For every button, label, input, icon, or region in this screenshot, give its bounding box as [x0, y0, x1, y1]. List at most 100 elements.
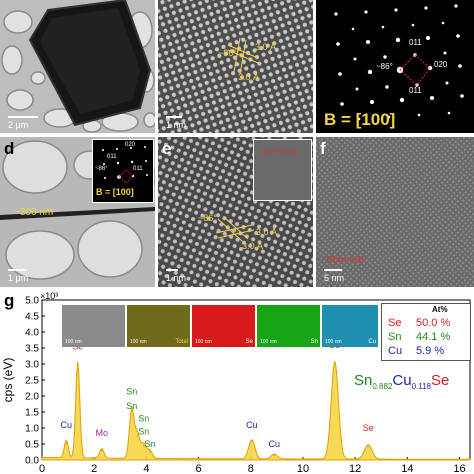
composition-cu-value: 5.9 % — [416, 345, 445, 357]
spectrum-peak — [367, 444, 370, 447]
map-tem-scale: 100 nm — [65, 339, 82, 345]
panel-b-d2: 3.0 Å — [238, 72, 260, 82]
y-tick-label: 0.0 — [25, 456, 39, 467]
panel-d-inset-diffraction — [102, 146, 148, 184]
panel-e-d2: 3.0 Å — [256, 227, 278, 237]
panel-e-label: e — [162, 139, 172, 158]
panel-b-angle: ~86° — [218, 48, 237, 58]
x-tick-label: 14 — [401, 463, 413, 474]
panel-a-micrograph — [0, 0, 155, 133]
x-tick-label: 2 — [91, 463, 97, 474]
y-axis-label: cps (eV) — [1, 358, 15, 403]
y-tick-label: 5.0 — [25, 296, 39, 307]
map-se-label: Se — [245, 339, 253, 345]
panel-d-inset: 020 011 011 ~86° B = [100] — [92, 139, 154, 203]
panel-b-scale-text: 1 nm — [166, 120, 187, 130]
panel-a: 2 μm — [0, 0, 155, 133]
panel-c-spot-top: 011 — [409, 38, 422, 47]
y-tick-label: 3.5 — [25, 344, 39, 355]
x-tick-label: 8 — [248, 463, 254, 474]
panel-f: Strain field f 5 nm — [316, 137, 474, 287]
panel-d-inset-zone-axis: B = [100] — [96, 187, 134, 197]
composition-row-se: Se 50.0 % — [388, 317, 468, 329]
panel-d-scale-bar — [8, 269, 26, 271]
panel-e: Lattice dislocation ~86° 3.0 Å 3.0 Å e 1… — [158, 137, 313, 287]
y-tick-label: 0.5 — [25, 440, 39, 451]
spectrum-peak — [136, 435, 139, 437]
y-tick-label: 1.5 — [25, 408, 39, 419]
map-tem: 100 nm — [62, 305, 125, 347]
x-tick-label: 0 — [39, 463, 45, 474]
map-total: 100 nm Total — [127, 305, 190, 347]
x-tick-label: 4 — [143, 463, 149, 474]
spectrum-peak — [65, 441, 68, 444]
composition-se-value: 50.0 % — [416, 317, 451, 329]
formula-sn: Sn — [354, 372, 373, 389]
panel-d: 020 011 011 ~86° B = [100] ~300 nm d 1 μ… — [0, 137, 155, 287]
panel-c-diffraction — [334, 4, 464, 121]
map-sn-label: Sn — [310, 339, 318, 345]
peak-label: Sn — [126, 386, 137, 396]
map-total-label: Total — [175, 339, 188, 345]
composition-se-element: Se — [388, 317, 402, 329]
spectrum-peak — [76, 363, 79, 365]
composition-sn-value: 44.1 % — [416, 331, 451, 343]
panel-f-label: f — [320, 139, 326, 158]
formula-cu: Cu — [392, 372, 412, 389]
panel-c-spot-bottom: 011 — [409, 86, 422, 95]
panel-c-spot-right: 020 — [434, 60, 448, 69]
spectrum-peak — [148, 451, 151, 453]
panel-e-scale-text: 1 nm — [166, 273, 187, 283]
peak-label: Sn — [138, 414, 149, 424]
panel-a-scale-text: 2 μm — [8, 120, 29, 130]
composition-box: At% Se 50.0 % Sn 44.1 % Cu 5.9 % — [381, 303, 471, 361]
panel-c: 011 020 011 ~86° B = [100] — [316, 0, 474, 133]
panel-a-scale-bar — [8, 116, 38, 118]
panel-e-scale-bar — [166, 269, 178, 271]
composition-row-sn: Sn 44.1 % — [388, 331, 468, 343]
panel-d-label: d — [4, 139, 15, 158]
panel-b-scale-bar — [166, 116, 182, 118]
y-tick-label: 4.0 — [25, 328, 39, 339]
formula: Sn0.882Cu0.118Se — [354, 372, 449, 391]
panel-f-annotation: Strain field — [326, 255, 364, 264]
panel-g-label: g — [4, 291, 15, 310]
panel-f-scale-text: 5 nm — [324, 273, 345, 283]
peak-label: Sn — [144, 439, 155, 449]
spectrum-peak — [251, 440, 253, 442]
chart-exponent: ×10³ — [40, 291, 59, 301]
spectrum-peak — [100, 449, 103, 452]
y-tick-label: 2.0 — [25, 392, 39, 403]
spectrum-peak — [334, 361, 336, 364]
panel-e-angle: ~86° — [198, 213, 217, 223]
peak-label: Sn — [126, 401, 137, 411]
panel-d-width: ~300 nm — [14, 207, 54, 218]
spectrum-peak — [273, 454, 276, 456]
panel-e-inset: Lattice dislocation — [253, 139, 312, 201]
composition-header: At% — [432, 305, 448, 314]
panel-b-lattice — [158, 0, 313, 133]
peak-label: Mo — [96, 428, 109, 438]
map-cu: 100 nm Cu — [322, 305, 378, 347]
peak-label: Cu — [61, 420, 73, 430]
y-tick-label: 3.0 — [25, 360, 39, 371]
panel-f-micrograph — [316, 137, 474, 287]
composition-row-cu: Cu 5.9 % — [388, 345, 468, 357]
map-cu-scale: 100 nm — [325, 339, 342, 345]
formula-cu-sub: 0.118 — [411, 382, 432, 391]
map-sn-scale: 100 nm — [260, 339, 277, 345]
panel-c-angle: ~86° — [376, 62, 393, 71]
panel-d-inset-spot-3: 011 — [133, 166, 143, 172]
peak-label: Cu — [269, 439, 281, 449]
peak-label: Cu — [246, 420, 258, 430]
x-tick-label: 6 — [196, 463, 202, 474]
panel-b-d1: 3.0 Å — [255, 42, 277, 52]
panel-e-d1: 3.0 Å — [242, 241, 264, 251]
map-sn: 100 nm Sn — [257, 305, 320, 347]
peak-label: Sn — [138, 426, 149, 436]
map-total-scale: 100 nm — [130, 339, 147, 345]
peak-label: Se — [363, 423, 374, 433]
eds-chart: 0.0 0.5 1.0 1.5 2.0 2.5 3.0 3.5 4.0 4.5 5.0 0 2 4 6 8 10… — [1, 296, 471, 474]
x-tick-label: 10 — [297, 463, 309, 474]
y-tick-label: 4.5 — [25, 312, 39, 323]
